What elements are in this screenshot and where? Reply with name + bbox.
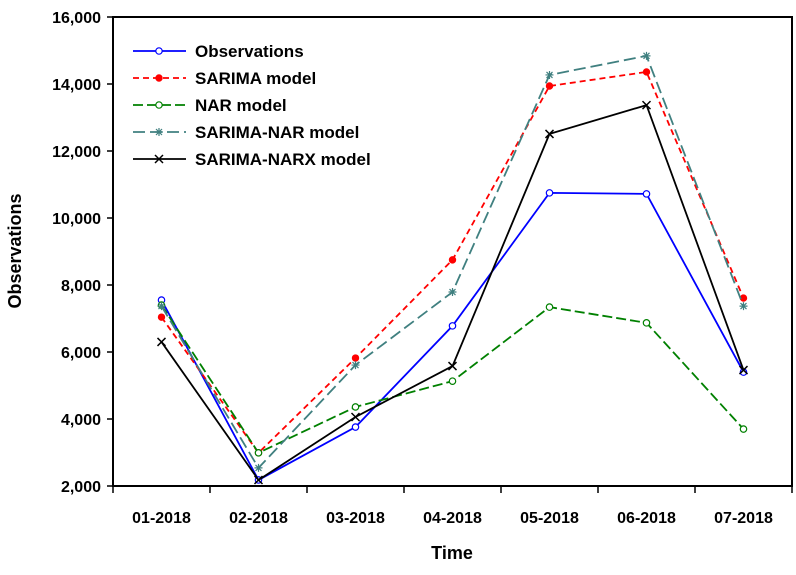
x-tick-label: 01-2018	[132, 510, 191, 527]
legend-label: NAR model	[195, 96, 287, 115]
series-sarima-narx-model	[156, 100, 749, 485]
data-point-marker	[351, 354, 360, 362]
data-point-marker	[545, 70, 554, 79]
series-nar-model	[157, 301, 748, 457]
data-point-marker	[155, 101, 163, 109]
data-point-marker	[642, 319, 651, 327]
data-point-marker	[448, 256, 457, 264]
legend-label: Observations	[195, 42, 304, 61]
x-tick-label: 05-2018	[520, 510, 579, 527]
data-point-marker	[156, 337, 167, 347]
data-point-marker	[154, 154, 164, 164]
x-tick-label: 03-2018	[326, 510, 385, 527]
y-tick-label: 8,000	[61, 278, 101, 295]
plot-frame	[112, 16, 793, 487]
data-point-marker	[545, 82, 554, 90]
y-axis-label: Observations	[5, 193, 25, 308]
data-point-marker	[157, 302, 166, 311]
data-point-marker	[544, 129, 555, 139]
series-sarima-nar-model	[157, 51, 748, 472]
data-point-marker	[448, 322, 457, 330]
data-point-marker	[739, 425, 748, 433]
x-tick-label: 06-2018	[617, 510, 676, 527]
x-tick-label: 07-2018	[714, 510, 773, 527]
y-tick-label: 10,000	[52, 211, 101, 228]
data-point-marker	[739, 302, 748, 311]
data-point-marker	[642, 51, 651, 60]
data-point-marker	[642, 68, 651, 76]
y-tick-label: 12,000	[52, 144, 101, 161]
data-point-marker	[448, 377, 457, 385]
legend-label: SARIMA-NARX model	[195, 150, 371, 169]
y-tick-label: 4,000	[61, 412, 101, 429]
x-axis-label: Time	[431, 543, 473, 563]
data-point-marker	[545, 189, 554, 197]
data-point-marker	[155, 47, 163, 55]
y-tick-label: 2,000	[61, 479, 101, 496]
legend: Observations SARIMA model NAR model SARIMA-…	[133, 42, 371, 169]
x-tick-label: 02-2018	[229, 510, 288, 527]
y-tick-label: 16,000	[52, 10, 101, 27]
data-point-marker	[351, 361, 360, 370]
legend-label: SARIMA model	[195, 69, 316, 88]
data-point-marker	[448, 288, 457, 297]
x-tick-label: 04-2018	[423, 510, 482, 527]
y-tick-label: 14,000	[52, 77, 101, 94]
legend-label: SARIMA-NAR model	[195, 123, 359, 142]
data-point-marker	[157, 313, 166, 321]
data-point-marker	[545, 303, 554, 311]
data-point-marker	[642, 190, 651, 198]
data-point-marker	[641, 100, 652, 110]
data-point-marker	[351, 423, 360, 431]
y-tick-label: 6,000	[61, 345, 101, 362]
data-point-marker	[351, 403, 360, 411]
data-point-marker	[254, 463, 263, 472]
data-point-marker	[155, 74, 163, 82]
data-point-marker	[447, 361, 458, 371]
data-point-marker	[350, 412, 361, 422]
data-point-marker	[155, 128, 163, 136]
data-point-marker	[254, 449, 263, 457]
data-point-marker	[253, 475, 264, 485]
data-point-marker	[738, 365, 749, 375]
